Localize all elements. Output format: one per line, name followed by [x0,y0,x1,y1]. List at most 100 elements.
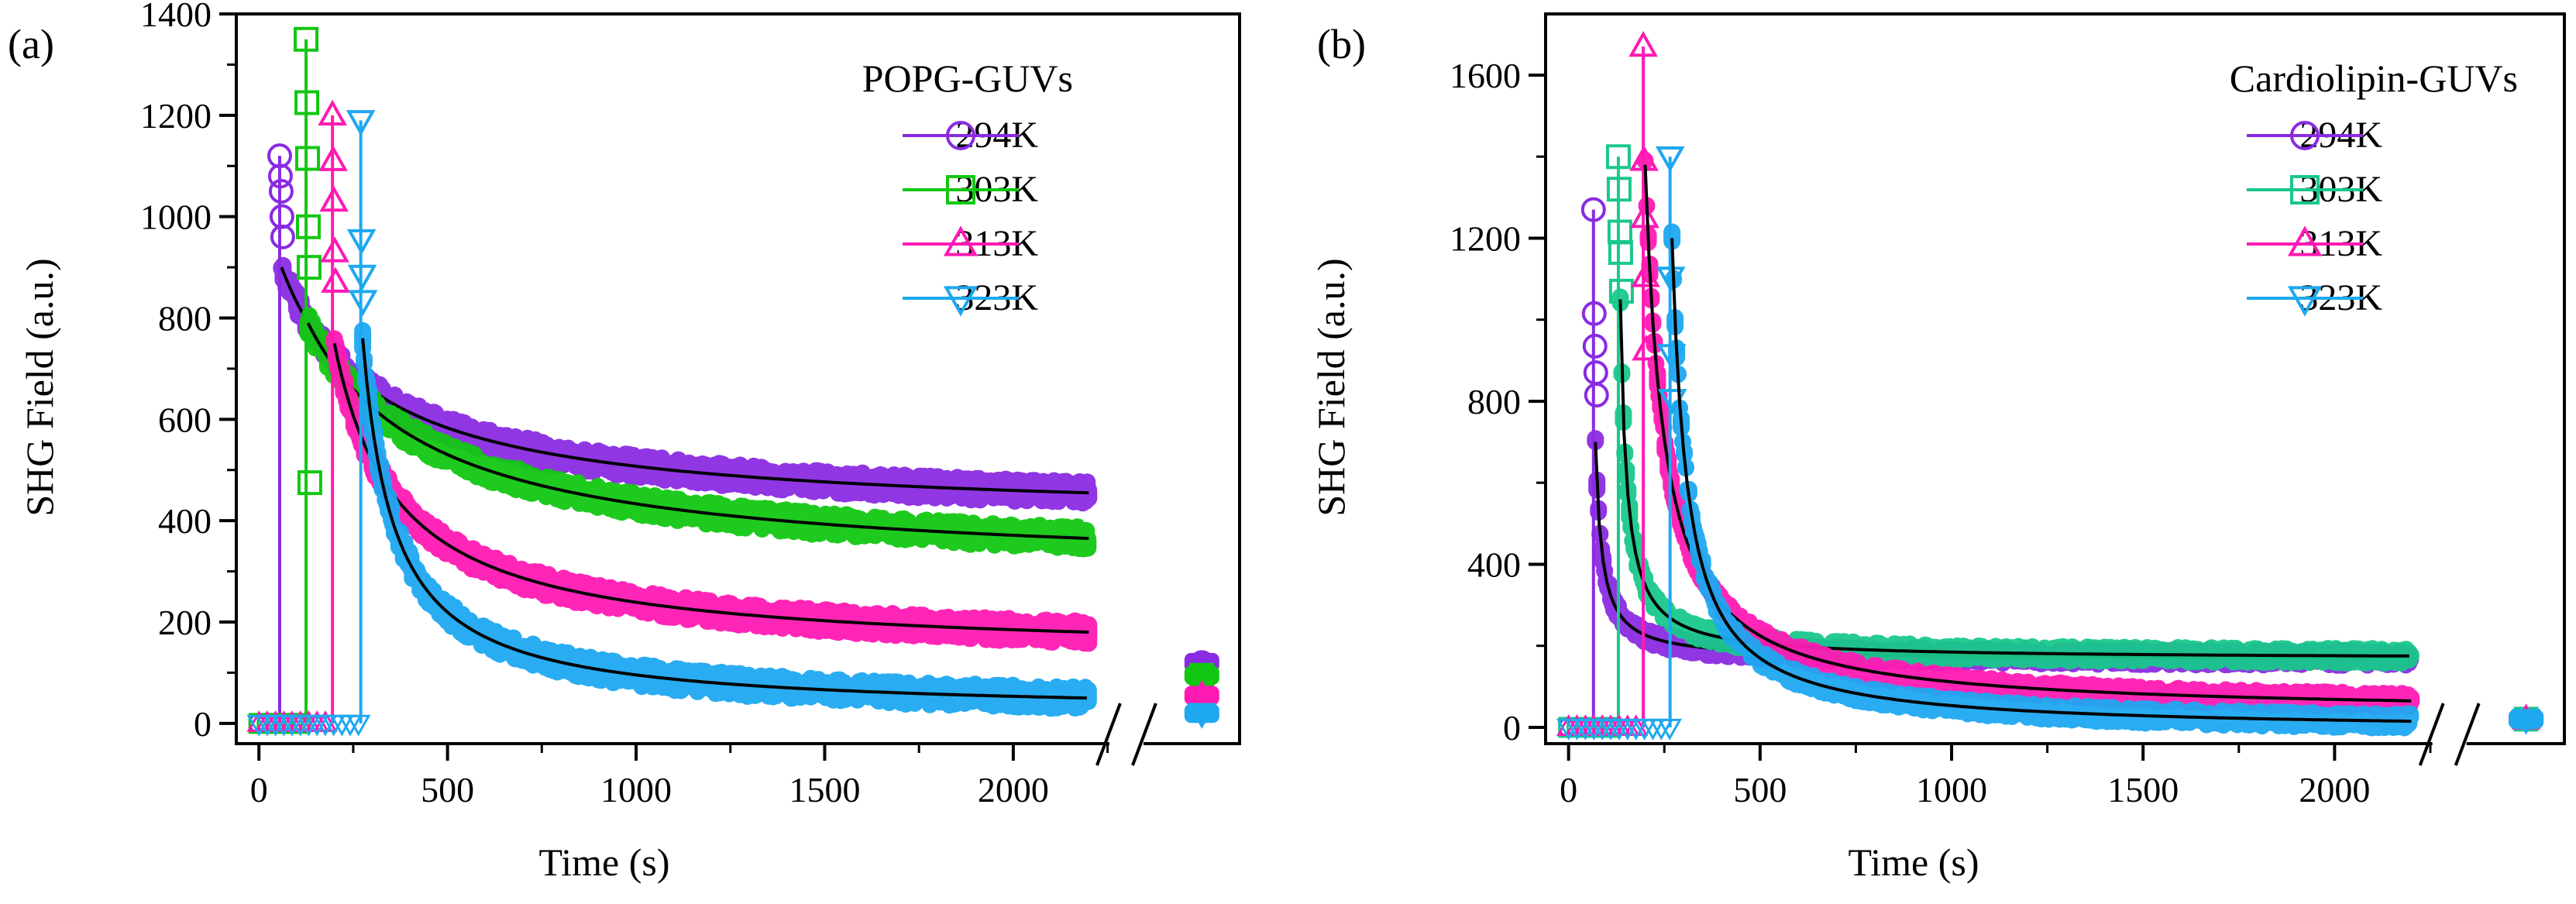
legend-item-b-313k: 313K [2247,223,2382,264]
data-point-a-303k-spike [295,146,321,171]
legend-item-a-323k: 323K [903,277,1038,318]
xlabel-b: Time (s) [1848,840,1979,884]
series-a-303k [248,26,1219,734]
axis-break-mark-2-a [1131,703,1157,766]
legend-title-a: POPG-GUVs [862,57,1073,100]
xtick-label-b-2000: 2000 [2299,770,2370,809]
fit-line-a-323k [361,338,1087,700]
plot-area-b: 0 500 1000 1500 2000 0 400 800 1200 1600 [1450,12,2566,809]
legend-b: Cardiolipin-GUVs 294K 303K 313K 323K [2230,57,2518,318]
data-point-b-294k-spike [1584,383,1609,408]
data-point-b-303k-spike [1605,144,1631,170]
data-point-a-323k-spike [348,290,378,316]
data-point-b-323k-spike [1655,146,1685,173]
data-point-a-313k-spike [319,185,349,212]
data-point-b-323k-after-break-marker [2511,709,2541,735]
xtick-label-b-1500: 1500 [2107,770,2179,809]
data-point-a-323k-baseline [346,714,371,737]
plot-frame-b [1544,12,2566,745]
data-point-a-294k-spike [269,204,294,229]
series-b-303k [1558,144,2544,738]
data-point-a-313k-spike [318,145,348,171]
ytick-label-b-400: 400 [1467,545,1521,584]
data-point-b-294k-spike [1582,333,1608,359]
data-point-b-303k-spike [1608,239,1633,265]
axis-break-mark-2-b [2454,703,2481,766]
series-a-323k [246,110,1219,737]
ytick-label-a-1400: 1400 [140,0,212,34]
xtick-label-a-2000: 2000 [978,770,1049,809]
xtick-label-b-0: 0 [1560,770,1577,809]
plot-area-a: 0 500 1000 1500 2000 0 200 400 600 800 1000 1200 140… [140,0,1241,809]
data-point-a-323k-spike [346,229,377,256]
ytick-label-a-1200: 1200 [140,96,212,136]
fit-line-b-313k [1643,164,2412,703]
data-point-b-313k-baseline [1623,714,1649,737]
panel-label-a: (a) [8,21,54,67]
fit-line-b-303k [1618,299,2409,658]
legend-marker-a-313k [943,225,978,256]
data-point-b-294k-spike [1583,360,1608,386]
ylabel-b: SHG Field (a.u.) [1309,258,1353,516]
data-point-b-303k-spike [1608,278,1634,304]
fit-line-a-303k [306,322,1089,541]
xtick-label-a-500: 500 [421,770,474,809]
legend-a: POPG-GUVs 294K 303K 313K 323K [862,57,1073,318]
xtick-label-a-1500: 1500 [789,770,860,809]
ytick-label-a-200: 200 [158,603,212,642]
legend-marker-b-294k [2290,121,2320,150]
data-point-a-303k-spike [296,255,322,280]
legend-item-b-323k: 323K [2247,277,2382,318]
fit-line-a-313k [332,342,1089,634]
legend-title-b: Cardiolipin-GUVs [2230,57,2518,100]
data-point-a-323k-spike [347,264,377,291]
legend-item-b-294k: 294K [2247,115,2382,156]
legend-marker-a-323k [943,286,978,317]
axis-break-mark-1-b [2418,703,2445,766]
data-point-a-303k-spike [294,26,319,52]
ytick-label-b-800: 800 [1467,382,1521,421]
legend-marker-b-313k [2287,225,2323,256]
xtick-label-b-500: 500 [1733,770,1787,809]
data-point-b-294k-spike [1580,197,1606,222]
panel-b: (b) SHG Field (a.u.) Time (s) 0 500 1000 15… [1309,12,2566,884]
legend-item-a-303k: 303K [903,169,1038,210]
fit-line-b-323k [1670,238,2412,724]
data-point-a-294k-spike [268,178,294,204]
legend-marker-a-294k [946,121,975,150]
data-point-a-303k-spike [295,214,321,239]
ylabel-a: SHG Field (a.u.) [18,258,61,516]
data-point-a-294k-spike [270,224,295,249]
legend-marker-a-303k [946,175,975,205]
series-b-323k [1556,146,2544,741]
axis-break-gap-b [2432,705,2467,751]
ytick-label-b-1200: 1200 [1450,218,1521,258]
series-a-294k [248,143,1219,734]
legend-item-a-294k: 294K [903,115,1038,156]
fit-line-a-294k [280,266,1089,495]
data-point-a-303k-spike [294,90,320,115]
ytick-label-a-800: 800 [158,299,212,339]
legend-item-a-313k: 313K [903,223,1038,264]
data-point-a-313k-spike [321,266,350,293]
ytick-label-a-0: 0 [194,704,212,744]
ytick-label-b-1600: 1600 [1450,56,1521,95]
legend-marker-b-303k [2290,175,2320,205]
data-point-a-303k-spike [297,470,322,496]
data-point-a-313k-spike [320,236,349,263]
ytick-label-a-1000: 1000 [140,198,212,237]
panel-label-b: (b) [1317,21,1366,67]
data-point-b-303k-spike [1606,177,1632,202]
data-point-a-323k-spike [346,110,376,136]
data-point-a-323k-after-break-marker [1187,703,1217,729]
xtick-label-a-1000: 1000 [600,770,672,809]
data-point-a-313k-spike [318,99,347,126]
ytick-label-a-400: 400 [158,501,212,541]
axis-break-mark-1-a [1095,703,1122,766]
plot-frame-a [235,12,1241,745]
series-a-313k [246,99,1219,732]
xtick-label-b-1000: 1000 [1916,770,1987,809]
data-point-b-313k-spike [1628,30,1658,57]
